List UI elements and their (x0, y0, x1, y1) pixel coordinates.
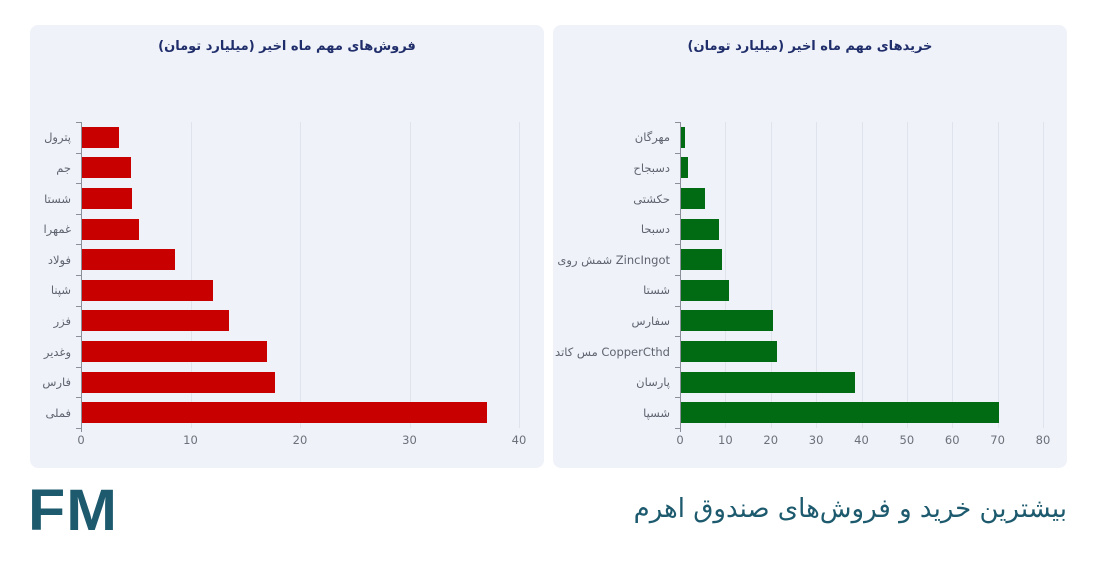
sales-bar[interactable] (82, 402, 488, 424)
sales-y-tick (76, 428, 81, 429)
buys-bar[interactable] (681, 341, 777, 362)
sales-chart-plot: 0 10 20 30 40 پترول جم شستا غمهرا فولاد شپنا فزر وغد… (42, 122, 526, 447)
buys-y-tick (675, 366, 680, 368)
buys-category-label: شسپا (643, 405, 670, 420)
sales-category-label: جم (56, 160, 71, 175)
buys-category-label: سفارس (631, 313, 670, 328)
sales-bar[interactable] (82, 371, 275, 393)
buys-x-tick-label: 40 (854, 433, 869, 447)
sales-y-tick (76, 336, 81, 338)
buys-category-label: پارسان (636, 375, 670, 390)
buys-y-tick (675, 275, 680, 276)
sales-y-tick (76, 366, 81, 368)
buys-y-tick (675, 213, 680, 215)
sales-bar[interactable] (82, 310, 229, 332)
buys-y-tick (675, 122, 680, 123)
sales-category-label: شپنا (50, 283, 71, 298)
buys-gridline (1043, 122, 1044, 428)
sales-category-label: پترول (44, 130, 71, 145)
buys-gridline (861, 122, 863, 428)
buys-bar[interactable] (681, 126, 686, 148)
sales-bar[interactable] (82, 218, 139, 240)
buys-category-label: شستا (643, 283, 670, 298)
sales-gridline (190, 122, 192, 428)
buys-bar[interactable] (681, 157, 688, 179)
fm-logo: FM (28, 478, 119, 543)
buys-bar[interactable] (681, 218, 720, 240)
buys-x-tick-label: 60 (944, 433, 960, 447)
buys-x-tick-label: 30 (808, 433, 824, 447)
sales-x-tick-label: 0 (77, 433, 85, 447)
buys-bar[interactable] (681, 402, 999, 424)
buys-category-label: دسبجاح (633, 160, 670, 175)
sales-category-label: شستا (44, 191, 71, 206)
sales-chart-title: فروش‌های مهم ماه اخیر (میلیارد تومان) (158, 39, 416, 54)
sales-bar[interactable] (82, 126, 120, 148)
sales-y-tick (76, 305, 81, 307)
buys-gridline (770, 122, 772, 428)
sales-gridline (519, 122, 520, 428)
buys-y-tick (675, 152, 680, 154)
buys-category-label: CopperCthd مس کاتد (555, 344, 670, 359)
sales-category-label: غمهرا (43, 222, 71, 237)
buys-gridline (997, 122, 999, 428)
buys-gridline (906, 122, 908, 428)
buys-bar[interactable] (681, 310, 774, 332)
buys-x-tick-label: 80 (1035, 433, 1051, 447)
sales-y-tick (76, 213, 81, 215)
sales-y-tick (76, 397, 81, 399)
sales-gridline (409, 122, 411, 428)
sales-category-label: فارس (42, 375, 71, 390)
sales-y-tick (76, 244, 81, 246)
buys-chart-panel: خریدهای مهم ماه اخیر (میلیارد تومان) 0 10… (553, 25, 1067, 468)
buys-category-label: ZincIngot شمش روی (557, 252, 670, 267)
buys-y-tick (675, 397, 680, 399)
buys-bar[interactable] (681, 371, 855, 393)
buys-category-label: مهرگان (634, 130, 670, 145)
buys-x-tick-label: 10 (718, 433, 733, 447)
sales-x-tick-label: 20 (292, 433, 308, 447)
sales-y-tick (76, 275, 81, 276)
sales-y-tick (76, 122, 81, 123)
buys-y-tick (675, 244, 680, 246)
sales-y-tick (76, 183, 81, 185)
sales-category-label: وغدیر (43, 344, 71, 359)
buys-gridline (725, 122, 727, 428)
buys-y-tick (675, 428, 680, 429)
buys-bar[interactable] (681, 279, 730, 301)
buys-x-tick-label: 0 (676, 433, 684, 447)
buys-chart-plot: 0 10 20 30 40 50 60 70 80 مهرگان دسبجاح حکشتی دسبحا Z… (555, 122, 1050, 447)
buys-gridline (952, 122, 954, 428)
sales-category-label: فولاد (47, 252, 71, 267)
buys-y-tick (675, 336, 680, 338)
footer-title: بیشترین خرید و فروش‌های صندوق اهرم (633, 494, 1067, 524)
buys-bar[interactable] (681, 249, 722, 271)
sales-y-tick (76, 152, 81, 154)
buys-x-tick-label: 20 (763, 433, 779, 447)
sales-bar[interactable] (82, 341, 268, 362)
buys-y-tick (675, 183, 680, 185)
buys-x-tick-label: 70 (990, 433, 1005, 447)
buys-chart-title: خریدهای مهم ماه اخیر (میلیارد تومان) (687, 39, 933, 54)
buys-gridline (816, 122, 818, 428)
sales-x-tick-label: 10 (183, 433, 198, 447)
buys-bar[interactable] (681, 188, 706, 209)
buys-category-label: دسبحا (640, 222, 670, 237)
sales-bar[interactable] (82, 157, 132, 179)
sales-bar[interactable] (82, 188, 133, 209)
buys-y-axis (680, 122, 681, 432)
sales-gridline (300, 122, 301, 428)
buys-x-tick-label: 50 (899, 433, 915, 447)
sales-category-label: فزر (53, 313, 71, 328)
sales-x-tick-label: 40 (511, 433, 527, 447)
sales-bar[interactable] (82, 249, 176, 271)
sales-bar[interactable] (82, 279, 214, 301)
sales-category-label: فملی (45, 405, 71, 420)
sales-chart-panel: فروش‌های مهم ماه اخیر (میلیارد تومان) 0 1… (30, 25, 544, 468)
buys-y-tick (675, 305, 680, 307)
buys-category-label: حکشتی (633, 191, 670, 206)
sales-y-axis (81, 122, 82, 432)
sales-x-tick-label: 30 (402, 433, 417, 447)
